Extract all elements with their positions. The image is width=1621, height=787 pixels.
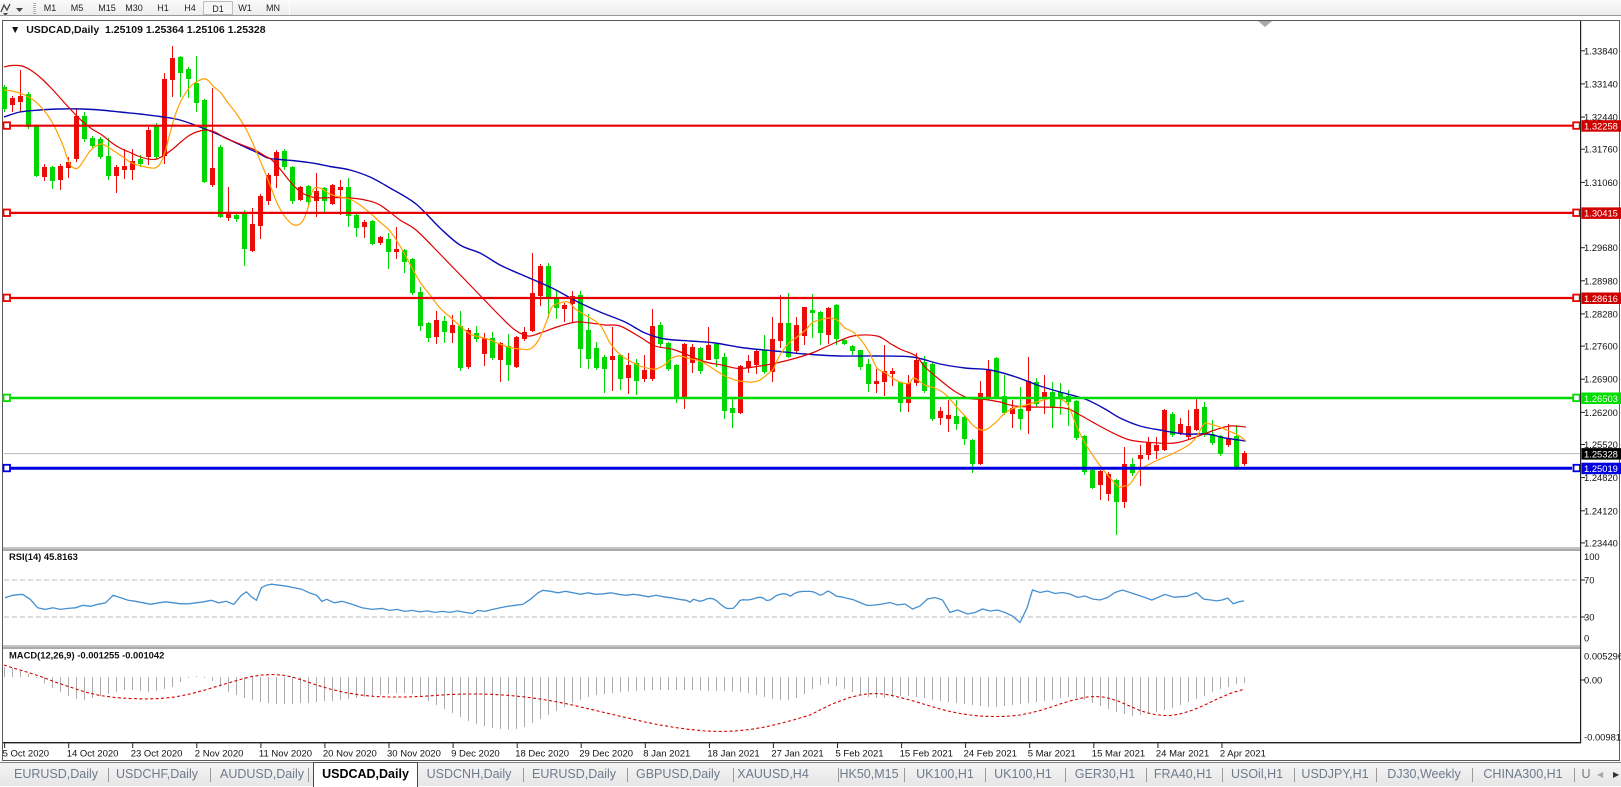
- svg-text:1.28280: 1.28280: [1584, 308, 1618, 319]
- svg-text:-0.009810: -0.009810: [1584, 732, 1621, 743]
- svg-text:1.27600: 1.27600: [1584, 341, 1618, 352]
- svg-text:5 Mar 2021: 5 Mar 2021: [1028, 749, 1076, 760]
- svg-text:1.28616: 1.28616: [1584, 293, 1618, 304]
- svg-text:1.23440: 1.23440: [1584, 537, 1618, 548]
- svg-text:15 Mar 2021: 15 Mar 2021: [1092, 749, 1145, 760]
- svg-text:1.26900: 1.26900: [1584, 374, 1618, 385]
- svg-text:24 Feb 2021: 24 Feb 2021: [964, 749, 1017, 760]
- svg-text:2 Nov 2020: 2 Nov 2020: [195, 749, 244, 760]
- svg-text:20 Nov 2020: 20 Nov 2020: [323, 749, 377, 760]
- svg-text:5 Oct 2020: 5 Oct 2020: [3, 749, 49, 760]
- svg-text:0.005296: 0.005296: [1584, 651, 1621, 662]
- svg-text:2 Apr 2021: 2 Apr 2021: [1220, 749, 1266, 760]
- svg-text:15 Feb 2021: 15 Feb 2021: [900, 749, 953, 760]
- svg-text:30: 30: [1584, 612, 1594, 623]
- svg-text:1.31760: 1.31760: [1584, 144, 1618, 155]
- svg-text:0: 0: [1584, 633, 1589, 644]
- svg-text:1.24120: 1.24120: [1584, 505, 1618, 516]
- svg-text:1.26503: 1.26503: [1584, 393, 1618, 404]
- svg-text:1.30415: 1.30415: [1584, 208, 1618, 219]
- svg-text:27 Jan 2021: 27 Jan 2021: [771, 749, 823, 760]
- svg-text:1.25019: 1.25019: [1584, 463, 1618, 474]
- svg-text:14 Oct 2020: 14 Oct 2020: [67, 749, 119, 760]
- svg-text:18 Dec 2020: 18 Dec 2020: [515, 749, 569, 760]
- svg-text:1.31060: 1.31060: [1584, 177, 1618, 188]
- svg-text:23 Oct 2020: 23 Oct 2020: [131, 749, 183, 760]
- svg-text:29 Dec 2020: 29 Dec 2020: [579, 749, 633, 760]
- svg-text:18 Jan 2021: 18 Jan 2021: [707, 749, 759, 760]
- svg-text:1.25328: 1.25328: [1584, 448, 1618, 459]
- svg-text:8 Jan 2021: 8 Jan 2021: [643, 749, 690, 760]
- svg-text:30 Nov 2020: 30 Nov 2020: [387, 749, 441, 760]
- svg-text:100: 100: [1584, 551, 1600, 562]
- svg-text:RSI(14) 45.8163: RSI(14) 45.8163: [9, 551, 78, 562]
- svg-text:5 Feb 2021: 5 Feb 2021: [836, 749, 884, 760]
- svg-text:11 Nov 2020: 11 Nov 2020: [259, 749, 312, 760]
- svg-text:70: 70: [1584, 575, 1594, 586]
- svg-text:1.33140: 1.33140: [1584, 78, 1618, 89]
- svg-text:0.00: 0.00: [1584, 675, 1602, 686]
- svg-text:1.29680: 1.29680: [1584, 242, 1618, 253]
- svg-text:9 Dec 2020: 9 Dec 2020: [451, 749, 500, 760]
- svg-text:24 Mar 2021: 24 Mar 2021: [1156, 749, 1209, 760]
- svg-text:1.33840: 1.33840: [1584, 45, 1618, 56]
- svg-text:1.32258: 1.32258: [1584, 121, 1618, 132]
- svg-text:1.28980: 1.28980: [1584, 275, 1618, 286]
- svg-text:MACD(12,26,9) -0.001255 -0.001: MACD(12,26,9) -0.001255 -0.001042: [9, 650, 164, 661]
- svg-text:1.26200: 1.26200: [1584, 407, 1618, 418]
